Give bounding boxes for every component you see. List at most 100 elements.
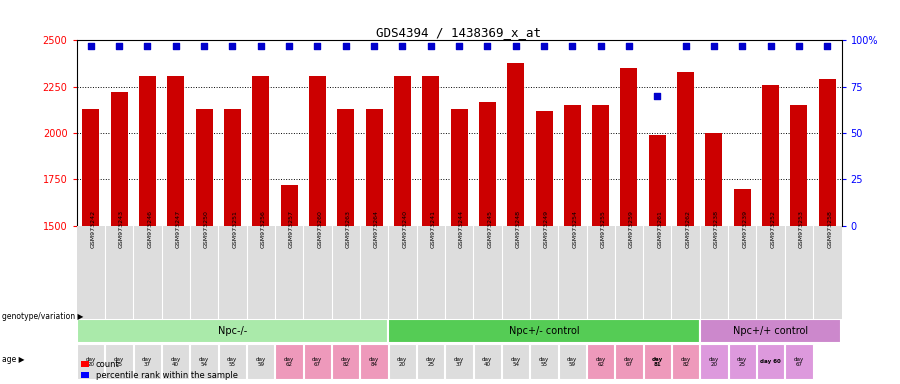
Bar — [479, 101, 496, 226]
Text: GSM973241: GSM973241 — [431, 210, 436, 248]
Point — [84, 43, 98, 49]
Text: day
81: day 81 — [652, 357, 663, 367]
Bar — [620, 68, 637, 226]
Text: GSM973240: GSM973240 — [402, 210, 408, 248]
Bar — [134, 344, 161, 379]
Text: GSM973246: GSM973246 — [148, 210, 152, 248]
Text: day
67: day 67 — [312, 357, 322, 367]
Point — [310, 43, 325, 49]
Text: genotype/variation ▶: genotype/variation ▶ — [2, 312, 83, 321]
Text: GSM973263: GSM973263 — [346, 210, 351, 248]
Bar — [700, 319, 842, 343]
Bar — [365, 109, 382, 226]
Text: day
25: day 25 — [114, 357, 124, 367]
Text: GSM973256: GSM973256 — [261, 210, 266, 248]
Bar — [422, 76, 439, 226]
Point — [112, 43, 126, 49]
Point — [424, 43, 438, 49]
Point — [650, 93, 664, 99]
Text: GSM973249: GSM973249 — [544, 210, 549, 248]
Text: GSM973245: GSM973245 — [487, 210, 492, 248]
Text: GSM973257: GSM973257 — [289, 210, 294, 248]
Text: day
20: day 20 — [397, 357, 408, 367]
Point — [565, 43, 580, 49]
Point — [735, 43, 750, 49]
Bar — [77, 344, 104, 379]
Bar — [677, 72, 694, 226]
Point — [282, 43, 296, 49]
Text: GSM973247: GSM973247 — [176, 210, 181, 248]
Bar — [700, 344, 727, 379]
Bar — [252, 76, 269, 226]
Bar — [248, 344, 274, 379]
Point — [197, 43, 211, 49]
Text: GSM973253: GSM973253 — [799, 210, 804, 248]
Bar — [508, 63, 524, 226]
Text: day
55: day 55 — [539, 357, 549, 367]
Bar — [309, 76, 326, 226]
Point — [679, 43, 693, 49]
Text: GSM973264: GSM973264 — [374, 210, 379, 248]
Text: GSM973239: GSM973239 — [742, 210, 747, 248]
Text: GSM973251: GSM973251 — [232, 210, 238, 248]
Title: GDS4394 / 1438369_x_at: GDS4394 / 1438369_x_at — [376, 26, 542, 39]
Bar — [649, 135, 666, 226]
Bar — [388, 319, 700, 343]
Bar — [790, 105, 807, 226]
Text: day
20: day 20 — [86, 357, 95, 367]
Bar — [111, 92, 128, 226]
Bar — [167, 76, 184, 226]
Text: GSM973261: GSM973261 — [657, 210, 662, 248]
Point — [140, 43, 155, 49]
Text: GSM973244: GSM973244 — [459, 210, 464, 248]
Point — [593, 43, 608, 49]
Bar — [338, 109, 355, 226]
Point — [254, 43, 268, 49]
Bar — [105, 344, 132, 379]
Text: GSM973260: GSM973260 — [318, 210, 322, 248]
Bar — [563, 105, 580, 226]
Bar — [162, 344, 189, 379]
Text: GSM973243: GSM973243 — [119, 210, 124, 248]
Bar — [303, 344, 331, 379]
Text: GSM973262: GSM973262 — [686, 210, 690, 248]
Point — [536, 43, 551, 49]
Point — [622, 43, 636, 49]
Text: GSM973248: GSM973248 — [516, 210, 521, 248]
Text: day
84: day 84 — [369, 357, 379, 367]
Bar — [757, 344, 784, 379]
Text: GSM973238: GSM973238 — [714, 210, 719, 248]
Text: GSM973254: GSM973254 — [572, 210, 577, 248]
Text: day
82: day 82 — [680, 357, 691, 367]
Text: day
20: day 20 — [709, 357, 719, 367]
Point — [168, 43, 183, 49]
Text: GSM973242: GSM973242 — [91, 210, 95, 248]
Point — [820, 43, 834, 49]
Bar — [473, 344, 501, 379]
Bar — [394, 76, 410, 226]
Bar — [706, 133, 723, 226]
Bar — [530, 344, 558, 379]
Text: day
40: day 40 — [482, 357, 492, 367]
Text: GSM973250: GSM973250 — [204, 210, 209, 248]
Point — [792, 43, 806, 49]
Text: GSM973252: GSM973252 — [770, 210, 776, 248]
Bar — [587, 344, 615, 379]
Bar — [729, 344, 756, 379]
Bar — [82, 109, 99, 226]
Bar — [616, 344, 643, 379]
Text: day
55: day 55 — [227, 357, 238, 367]
Text: day
25: day 25 — [737, 357, 748, 367]
Bar — [819, 79, 836, 226]
Bar — [76, 319, 388, 343]
Bar — [332, 344, 359, 379]
Point — [763, 43, 778, 49]
Point — [706, 43, 721, 49]
Bar — [536, 111, 553, 226]
Legend: count, percentile rank within the sample: count, percentile rank within the sample — [81, 360, 238, 380]
Text: GSM973258: GSM973258 — [827, 210, 832, 248]
Bar — [360, 344, 388, 379]
Bar — [644, 344, 670, 379]
Bar — [191, 344, 218, 379]
Text: day 60: day 60 — [760, 359, 781, 364]
